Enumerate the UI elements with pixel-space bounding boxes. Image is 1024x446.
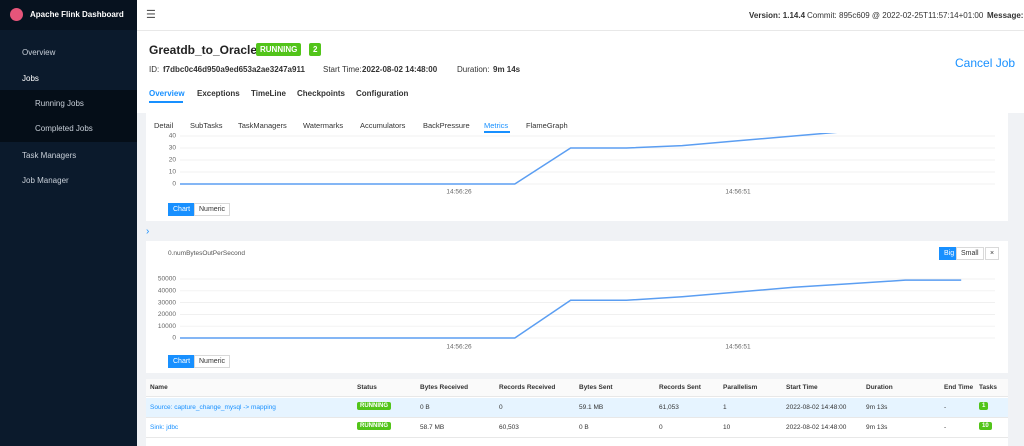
tab[interactable]: Checkpoints [297, 89, 346, 98]
subtab[interactable]: BackPressure [423, 121, 470, 130]
menu-item[interactable]: Jobs [22, 74, 39, 83]
cell[interactable]: Source: capture_change_mysql -> mapping [150, 404, 276, 411]
submenu-bg [0, 90, 137, 142]
chart-title: 0.numBytesOutPerSecond [168, 250, 245, 257]
view-button[interactable]: Numeric [194, 203, 231, 216]
divider [137, 30, 1024, 31]
view-button[interactable]: Chart [168, 203, 196, 216]
cell: 0 B [420, 404, 430, 411]
tab-indicator [149, 101, 183, 103]
subtab[interactable]: Detail [154, 121, 174, 130]
header: ☰ Version: 1.14.4 Commit: 895c609 @ 2022… [137, 0, 1024, 113]
expand-arrow[interactable]: › [146, 226, 150, 237]
subtab[interactable]: Accumulators [360, 121, 406, 130]
job-name: Greatdb_to_Oracle [149, 43, 258, 57]
menu-item[interactable]: Completed Jobs [35, 124, 93, 133]
size-button[interactable]: Small [956, 247, 984, 260]
tab[interactable]: Overview [149, 89, 185, 98]
subtab[interactable]: Watermarks [303, 121, 344, 130]
logo [10, 8, 23, 21]
cell: 2022-08-02 14:48:00 [786, 424, 847, 431]
job-id: f7dbc0c46d950a9ed653a2ae3247a911 [163, 65, 305, 74]
start-label: Start Time: [323, 65, 362, 74]
cell: 2022-08-02 14:48:00 [786, 404, 847, 411]
message: Message: [987, 11, 1024, 20]
subtab-indicator [484, 131, 510, 133]
column-header: Tasks [979, 384, 997, 391]
tab[interactable]: Configuration [356, 89, 409, 98]
menu-toggle[interactable]: ☰ [146, 9, 156, 21]
view-button[interactable]: Chart [168, 355, 196, 368]
menu-item[interactable]: Running Jobs [35, 99, 84, 108]
cell[interactable]: Sink: jdbc [150, 424, 179, 431]
size-button[interactable]: Big [939, 247, 960, 260]
chart-card [146, 133, 1008, 221]
cell: 58.7 MB [420, 424, 445, 431]
close-button[interactable]: × [985, 247, 1000, 260]
cell: 9m 13s [866, 404, 888, 411]
job-status: RUNNING [256, 43, 302, 56]
cancel-job[interactable]: Cancel Job [955, 56, 1016, 70]
chart-card [146, 241, 1008, 373]
task-badge: 1 [979, 402, 989, 410]
header-row [146, 379, 1008, 397]
menu-item[interactable]: Overview [22, 48, 56, 57]
column-header: Bytes Sent [579, 384, 613, 391]
column-header: Records Sent [659, 384, 701, 391]
column-header: Records Received [499, 384, 556, 391]
column-header: Start Time [786, 384, 818, 391]
subtab[interactable]: Metrics [484, 121, 509, 130]
task-badge: 10 [979, 422, 992, 430]
job-count: 2 [309, 43, 322, 56]
column-header: End Time [944, 384, 974, 391]
status-badge: RUNNING [357, 422, 391, 430]
cell: 1 [723, 404, 727, 411]
sidebar: Apache Flink Dashboard Overview Jobs Run… [0, 0, 137, 446]
cell: 10 [723, 424, 731, 431]
app-title: Apache Flink Dashboard [30, 10, 124, 19]
status-badge: RUNNING [357, 402, 391, 410]
menu-item[interactable]: Task Managers [22, 151, 77, 160]
subtab[interactable]: TaskManagers [238, 121, 287, 130]
column-header: Status [357, 384, 377, 391]
cell: 61,053 [659, 404, 679, 411]
cell: 9m 13s [866, 424, 888, 431]
tab[interactable]: Exceptions [197, 89, 240, 98]
column-header: Name [150, 384, 168, 391]
id-label: ID: [149, 65, 160, 74]
commit: Commit: 895c609 @ 2022-02-25T11:57:14+01… [807, 11, 984, 20]
menu-item[interactable]: Job Manager [22, 176, 69, 185]
cell: 0 [659, 424, 663, 431]
subtab-bar [146, 113, 1008, 133]
column-header: Parallelism [723, 384, 758, 391]
cell: 0 [499, 404, 503, 411]
duration-label: Duration: [457, 65, 490, 74]
version: Version: 1.14.4 [749, 11, 806, 20]
duration: 9m 14s [493, 65, 521, 74]
start-time: 2022-08-02 14:48:00 [362, 65, 438, 74]
cell: - [944, 424, 947, 431]
table: Name Status Bytes Received Records Received… [146, 379, 1008, 446]
cell: 60,503 [499, 424, 519, 431]
column-header: Bytes Received [420, 384, 469, 391]
cell: 59.1 MB [579, 404, 604, 411]
view-button[interactable]: Numeric [194, 355, 231, 368]
column-header: Duration [866, 384, 893, 391]
subtab[interactable]: FlameGraph [526, 121, 568, 130]
subtab[interactable]: SubTasks [190, 121, 223, 130]
cell: 0 B [579, 424, 589, 431]
cell: - [944, 404, 947, 411]
tab[interactable]: TimeLine [251, 89, 286, 98]
